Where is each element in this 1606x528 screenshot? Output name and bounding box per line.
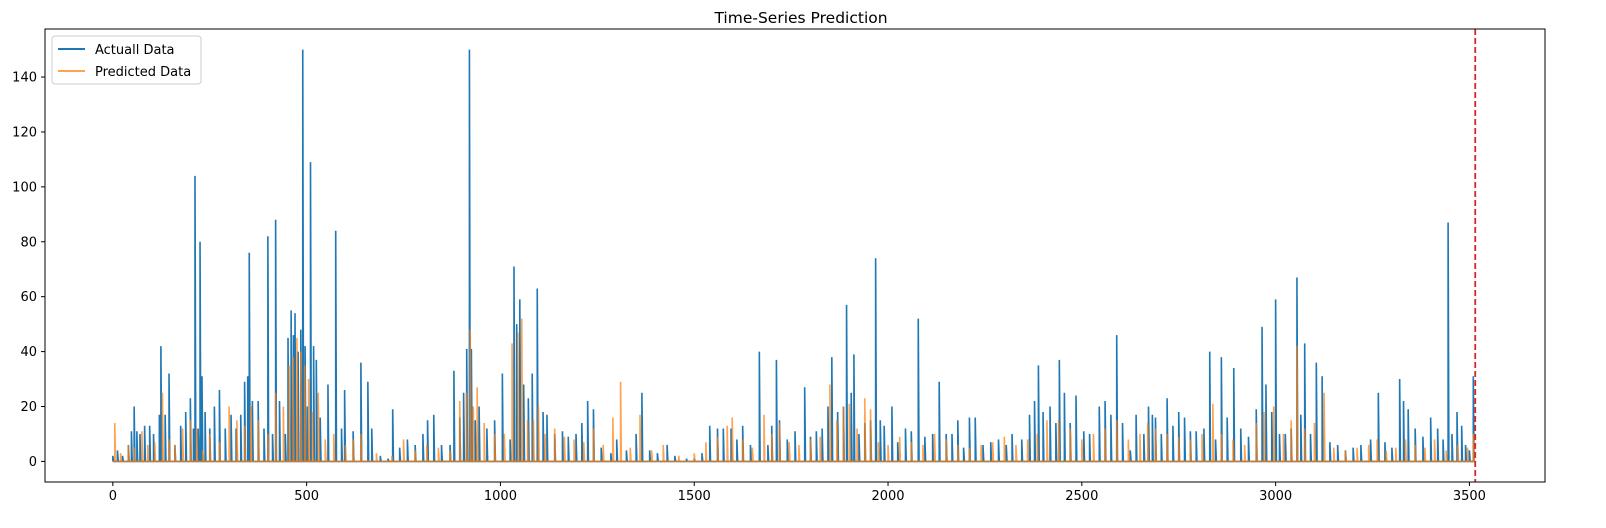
- x-tick-label: 3000: [1259, 489, 1292, 504]
- x-tick-label: 3500: [1453, 489, 1486, 504]
- y-tick-label: 120: [12, 125, 37, 140]
- y-tick-label: 60: [20, 290, 37, 305]
- x-tick-label: 1500: [678, 489, 711, 504]
- chart-title: Time-Series Prediction: [713, 9, 887, 27]
- x-axis: 0 500 1000 1500 2000 2500 3000 3500: [109, 482, 1486, 504]
- y-tick-label: 20: [20, 400, 37, 415]
- x-tick-label: 500: [294, 489, 319, 504]
- plot-frame: [44, 28, 1546, 483]
- x-tick-label: 0: [109, 489, 117, 504]
- legend: Actuall Data Predicted Data: [51, 35, 202, 85]
- legend-box: [51, 35, 202, 85]
- y-tick-label: 40: [20, 345, 37, 360]
- x-tick-label: 2500: [1065, 489, 1098, 504]
- y-tick-label: 140: [12, 71, 37, 86]
- x-tick-label: 1000: [484, 489, 517, 504]
- x-tick-label: 2000: [871, 489, 904, 504]
- y-tick-label: 100: [12, 180, 37, 195]
- y-tick-label: 0: [29, 455, 37, 470]
- legend-label-predicted: Predicted Data: [95, 65, 191, 80]
- plot-area: [112, 29, 1477, 482]
- legend-label-actual: Actuall Data: [95, 43, 175, 58]
- series-predicted-line: [112, 318, 1476, 463]
- y-axis: 0 20 40 60 80 100 120 140: [12, 71, 45, 470]
- series-layer: [112, 29, 1477, 482]
- y-tick-label: 80: [20, 235, 37, 250]
